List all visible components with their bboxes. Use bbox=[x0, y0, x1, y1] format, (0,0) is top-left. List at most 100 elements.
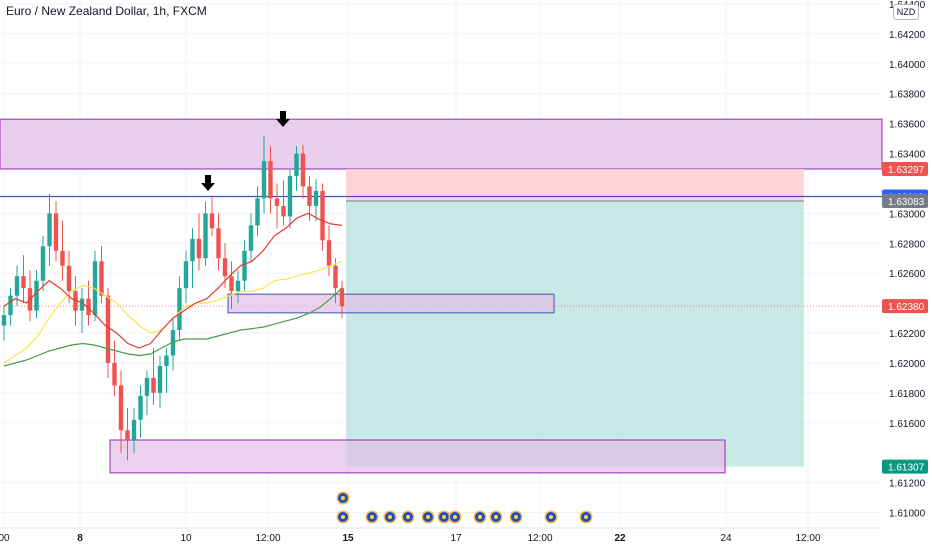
candle-body[interactable] bbox=[66, 265, 72, 292]
candle-body[interactable] bbox=[170, 330, 176, 356]
candle-body[interactable] bbox=[138, 395, 143, 420]
candle-body[interactable] bbox=[287, 176, 293, 217]
candle-body[interactable] bbox=[118, 385, 124, 431]
price-label-text: 1.63083 bbox=[888, 197, 925, 208]
economic-event-icon[interactable] bbox=[544, 510, 558, 524]
candle-body[interactable] bbox=[261, 161, 267, 199]
ma-fast-line bbox=[3, 212, 343, 349]
time-tick-label: 22 bbox=[614, 533, 626, 544]
candle-body[interactable] bbox=[164, 355, 169, 366]
candle-body[interactable] bbox=[60, 250, 65, 266]
candle-body[interactable] bbox=[320, 190, 325, 241]
candle-body[interactable] bbox=[216, 228, 221, 259]
currency-badge[interactable]: NZD bbox=[893, 4, 919, 20]
candle-body[interactable] bbox=[86, 298, 91, 316]
candle-body[interactable] bbox=[209, 213, 215, 229]
event-icon-stars bbox=[453, 515, 457, 519]
economic-event-icon[interactable] bbox=[365, 510, 379, 524]
candle-body[interactable] bbox=[313, 190, 319, 206]
candle-body[interactable] bbox=[34, 280, 39, 311]
time-axis[interactable]: 00 8 10 12:00 15 17 12:00 22 24 12:00 bbox=[0, 533, 821, 544]
candle-body[interactable] bbox=[268, 161, 273, 199]
event-icon-stars bbox=[442, 515, 446, 519]
candle-body[interactable] bbox=[40, 246, 46, 281]
candle-body[interactable] bbox=[255, 198, 260, 226]
economic-event-icon[interactable] bbox=[473, 510, 487, 524]
candle-body[interactable] bbox=[229, 276, 234, 292]
stop-loss-area[interactable] bbox=[346, 168, 804, 201]
candle-body[interactable] bbox=[144, 377, 150, 396]
time-tick-label: 12:00 bbox=[255, 533, 280, 544]
candle-body[interactable] bbox=[281, 205, 286, 217]
candle-body[interactable] bbox=[274, 198, 280, 206]
down-arrow-marker[interactable] bbox=[201, 175, 215, 191]
candle-body[interactable] bbox=[203, 213, 208, 259]
time-tick-label: 00 bbox=[0, 533, 10, 544]
candle-body[interactable] bbox=[177, 288, 182, 331]
candle-body[interactable] bbox=[53, 213, 59, 251]
candle-body[interactable] bbox=[8, 295, 13, 316]
price-tick-label: 1.62600 bbox=[889, 269, 926, 280]
supply-zone[interactable] bbox=[0, 118, 883, 170]
candle-body[interactable] bbox=[248, 225, 254, 251]
economic-event-icon[interactable] bbox=[509, 510, 523, 524]
candle-body[interactable] bbox=[300, 153, 306, 187]
candle-body[interactable] bbox=[105, 295, 111, 363]
economic-event-icon[interactable] bbox=[383, 510, 397, 524]
candle-body[interactable] bbox=[235, 280, 241, 292]
economic-event-icon[interactable] bbox=[401, 510, 415, 524]
economic-event-icon[interactable] bbox=[336, 491, 350, 505]
down-arrow-marker[interactable] bbox=[276, 111, 290, 127]
candle-body[interactable] bbox=[294, 153, 299, 176]
candle-body[interactable] bbox=[339, 288, 345, 307]
price-tick-label: 1.63600 bbox=[889, 120, 926, 131]
price-tick-label: 1.62200 bbox=[889, 329, 926, 340]
candle-body[interactable] bbox=[21, 276, 26, 289]
candle-body[interactable] bbox=[307, 186, 312, 206]
price-axis[interactable]: 1.644001.642001.640001.638001.636001.634… bbox=[882, 0, 928, 520]
candle-body[interactable] bbox=[14, 276, 20, 296]
candle-body[interactable] bbox=[79, 298, 85, 311]
candle-body[interactable] bbox=[151, 377, 156, 393]
candle-body[interactable] bbox=[222, 258, 228, 277]
economic-event-icon[interactable] bbox=[437, 510, 451, 524]
candle-body[interactable] bbox=[125, 430, 130, 441]
economic-event-icon[interactable] bbox=[448, 510, 462, 524]
candle-body[interactable] bbox=[190, 238, 195, 262]
demand-zone-mid[interactable] bbox=[227, 293, 555, 314]
candle-body[interactable] bbox=[333, 265, 338, 289]
economic-event-icon[interactable] bbox=[579, 510, 593, 524]
price-label-badge bbox=[882, 193, 928, 208]
time-tick-label: 12:00 bbox=[527, 533, 552, 544]
candle-body[interactable] bbox=[1, 315, 7, 326]
candle-body[interactable] bbox=[47, 213, 52, 247]
candle-body[interactable] bbox=[183, 261, 189, 289]
take-profit-area[interactable] bbox=[346, 200, 804, 467]
price-label-badge bbox=[882, 161, 928, 176]
economic-event-icon[interactable] bbox=[336, 510, 350, 524]
event-icon-stars bbox=[584, 515, 588, 519]
economic-event-icon[interactable] bbox=[421, 510, 435, 524]
candle-body[interactable] bbox=[326, 240, 332, 266]
event-icon-stars bbox=[478, 515, 482, 519]
price-tick-label: 1.63800 bbox=[889, 90, 926, 101]
event-icon-stars bbox=[341, 515, 345, 519]
economic-event-icon[interactable] bbox=[489, 510, 503, 524]
ma-slow-line bbox=[3, 287, 343, 367]
candle-body[interactable] bbox=[242, 250, 247, 281]
candle-body[interactable] bbox=[73, 291, 78, 311]
price-tick-label: 1.61000 bbox=[889, 509, 926, 520]
event-icon-stars bbox=[426, 515, 430, 519]
price-tick-label: 1.61600 bbox=[889, 419, 926, 430]
candle-body[interactable] bbox=[157, 365, 163, 393]
candle-body[interactable] bbox=[112, 362, 117, 386]
time-tick-label: 12:00 bbox=[795, 533, 820, 544]
price-tick-label: 1.62000 bbox=[889, 359, 926, 370]
candle-body[interactable] bbox=[196, 238, 202, 259]
event-icon-stars bbox=[549, 515, 553, 519]
demand-zone-low[interactable] bbox=[109, 439, 726, 474]
candle-body[interactable] bbox=[131, 419, 137, 441]
candle-body[interactable] bbox=[99, 261, 104, 296]
